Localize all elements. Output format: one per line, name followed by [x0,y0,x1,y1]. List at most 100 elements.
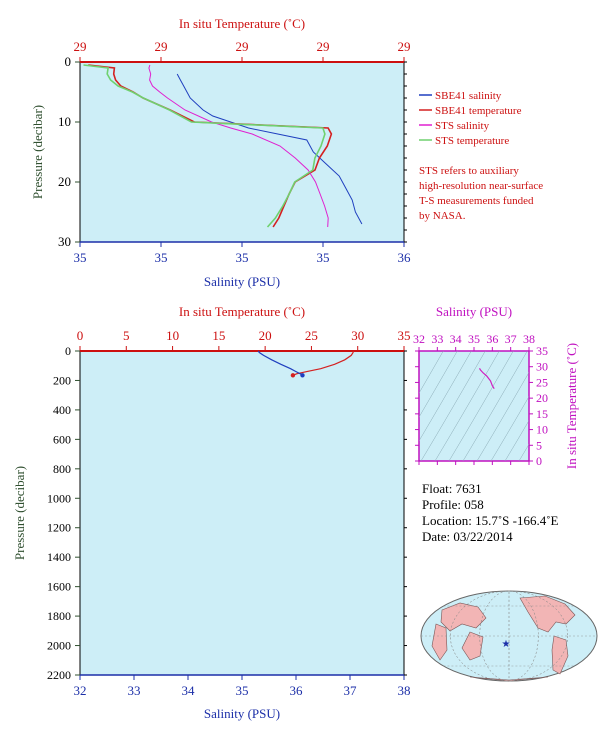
bottom-pressure-tick-label: 600 [53,432,71,446]
top-series-sbe41-salinity [176,73,363,225]
ts-sal-tick-label: 33 [431,332,443,346]
top-sal-tick-label: 35 [155,250,168,265]
bottom-pressure-tick-label: 400 [53,403,71,417]
ts-sal-tick-label: 32 [413,332,425,346]
top-temperature-axis-title: In situ Temperature (˚C) [179,16,305,31]
map-graticule [421,590,597,682]
top-series-group [83,64,363,228]
ts-sal-tick-label: 37 [505,332,517,346]
ts-density-contour [462,351,528,461]
float-position-marker-icon: ★ [502,639,511,650]
top-pressure-tick-label: 10 [58,114,71,129]
bottom-temp-tick-label: 5 [123,328,130,343]
bottom-pressure-tick-label: 200 [53,373,71,387]
bottom-salinity-ticks: 32 33 34 35 36 37 38 [74,675,411,698]
world-map: ★ [420,590,598,682]
top-temp-tick-label: 29 [74,39,87,54]
ts-density-contours [419,341,601,461]
bottom-series-group [257,350,354,378]
bottom-temp-tick-label: 25 [305,328,318,343]
profile-date: Date: 03/22/2014 [422,529,513,544]
ts-density-contour [419,351,472,442]
bottom-pressure-tick-label: 1600 [47,580,71,594]
ts-density-contour [434,351,500,461]
ts-density-contour [420,351,486,461]
legend-label-3: STS temperature [435,135,509,147]
ts-temp-tick-label: 0 [536,454,542,468]
top-pressure-axis-title: Pressure (decibar) [30,105,45,199]
top-pressure-tick-label: 0 [65,54,72,69]
note-line-3: T-S measurements funded [419,195,534,207]
top-series-sts-salinity [148,64,329,228]
top-sal-tick-label: 35 [74,250,87,265]
float-info: Float: 7631 Profile: 058 Location: 15.7˚… [422,481,559,544]
ts-plot-area [418,350,530,462]
ts-sal-tick-label: 35 [468,332,480,346]
ts-sal-tick-label: 34 [450,332,462,346]
bottom-pressure-tick-label: 1800 [47,609,71,623]
ts-temp-tick-label: 30 [536,360,548,374]
top-sal-tick-label: 35 [236,250,249,265]
ts-salinity-axis-title: Salinity (PSU) [436,304,512,319]
ts-density-contour [448,351,514,461]
ts-density-contour [518,443,529,461]
ts-inset: Salinity (PSU) 32 33 34 35 36 37 38 In situ Te… [413,304,601,469]
ts-salinity-ticks: 32 33 34 35 36 37 38 [413,332,535,465]
bottom-temp-tick-label: 10 [166,328,179,343]
bottom-temperature-axis-title: In situ Temperature (˚C) [179,304,305,319]
note-line-2: high-resolution near-surface [419,180,543,192]
bottom-pressure-tick-label: 800 [53,462,71,476]
bottom-pressure-tick-label: 1200 [47,521,71,535]
ts-series-group [478,368,495,390]
top-chart: In situ Temperature (˚C) 29 29 29 29 29 Sali… [30,16,411,289]
legend-label-2: STS salinity [435,120,490,132]
bottom-temp-tick-label: 30 [351,328,364,343]
ts-density-contour [476,371,529,461]
bottom-sal-tick-label: 34 [182,683,196,698]
ts-profile-line [478,368,495,390]
bottom-sal-tick-label: 35 [236,683,249,698]
bottom-pressure-tick-label: 1000 [47,491,71,505]
float-id: Float: 7631 [422,481,482,496]
bottom-pressure-tick-label: 2200 [47,668,71,682]
bottom-temp-tick-label: 0 [77,328,84,343]
bottom-temp-tick-label: 20 [259,328,272,343]
bottom-sal-tick-label: 37 [344,683,358,698]
bottom-pressure-tick-label: 0 [65,344,71,358]
top-temperature-ticks: 29 29 29 29 29 [74,39,411,62]
top-sal-tick-label: 35 [317,250,330,265]
float-location: Location: 15.7˚S -166.4˚E [422,513,559,528]
bottom-pressure-tick-label: 2000 [47,639,71,653]
top-temp-tick-label: 29 [317,39,330,54]
bottom-sal-tick-label: 38 [398,683,411,698]
bottom-salinity-axis-title: Salinity (PSU) [204,706,280,721]
bottom-series-endpoint [300,373,305,378]
map-land-australia [461,631,484,661]
legend-label-0: SBE41 salinity [435,90,502,102]
ts-temp-tick-label: 5 [536,438,542,452]
bottom-sal-tick-label: 32 [74,683,87,698]
map-land-north-america [519,595,576,633]
ts-temp-tick-label: 35 [536,344,548,358]
ts-density-contour [419,351,444,394]
map-land-south-america [551,635,569,675]
top-temp-tick-label: 29 [236,39,249,54]
top-series-sts-temperature [83,64,326,228]
top-salinity-axis-title: Salinity (PSU) [204,274,280,289]
bottom-series-sbe41-salinity [257,350,303,376]
legend: SBE41 salinity SBE41 temperature STS salin… [419,90,543,222]
top-temp-tick-label: 29 [155,39,168,54]
bottom-temp-tick-label: 35 [398,328,411,343]
map-meridian [450,590,568,682]
ts-temp-tick-label: 10 [536,423,548,437]
top-pressure-tick-label: 20 [58,174,71,189]
bottom-series-endpoint [290,373,296,378]
ts-sal-tick-label: 36 [486,332,498,346]
bottom-sal-tick-label: 36 [290,683,304,698]
top-salinity-ticks: 35 35 35 35 36 [74,242,411,265]
ts-temp-tick-label: 15 [536,407,548,421]
map-land [431,595,576,682]
bottom-chart: In situ Temperature (˚C) 0 5 10 15 20 25 30 35 … [12,304,411,721]
ts-density-contour [589,341,601,461]
